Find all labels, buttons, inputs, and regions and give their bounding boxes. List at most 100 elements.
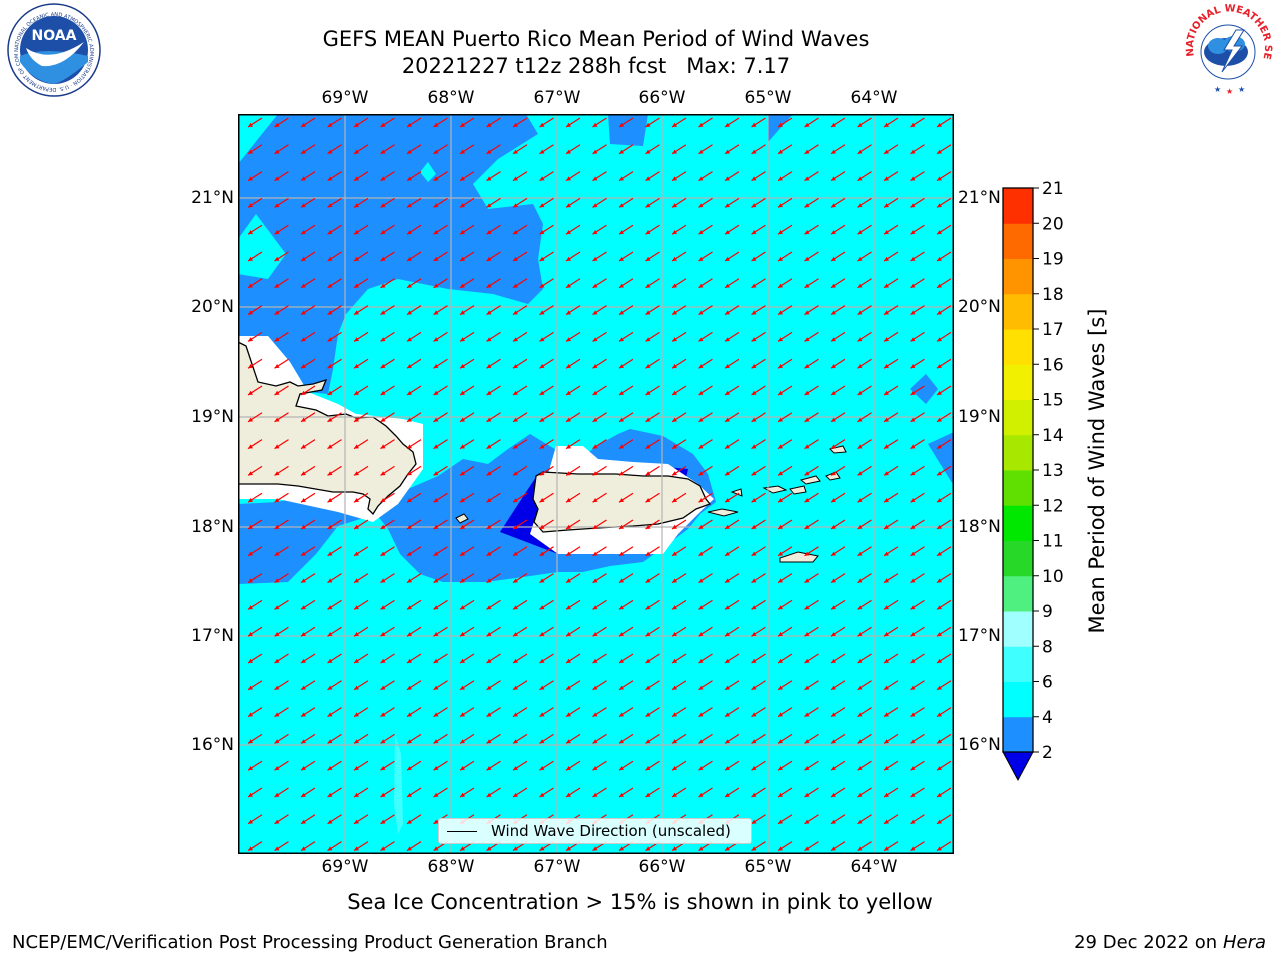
wind-wave-arrowhead bbox=[910, 283, 916, 288]
wind-wave-arrowhead bbox=[672, 578, 677, 583]
legend-label: Wind Wave Direction (unscaled) bbox=[491, 822, 731, 840]
wind-wave-arrowhead bbox=[354, 203, 359, 208]
wind-wave-arrowhead bbox=[513, 390, 518, 395]
wind-wave-arrowhead bbox=[433, 122, 439, 127]
wind-wave-arrowhead bbox=[725, 390, 730, 395]
wind-wave-arrowhead bbox=[857, 712, 863, 717]
wind-wave-arrowhead bbox=[513, 685, 518, 690]
wind-wave-arrowhead bbox=[645, 524, 651, 529]
wind-wave-arrowhead bbox=[725, 256, 730, 261]
wind-wave-arrowhead bbox=[645, 122, 651, 127]
wind-wave-arrowhead bbox=[645, 498, 651, 503]
wind-wave-arrowhead bbox=[486, 310, 492, 315]
wind-wave-arrowhead bbox=[910, 176, 916, 181]
wind-wave-arrowhead bbox=[831, 149, 836, 154]
wind-wave-arrowhead bbox=[513, 551, 518, 556]
wind-wave-arrowhead bbox=[354, 792, 359, 797]
wind-wave-arrowhead bbox=[937, 605, 942, 610]
wind-wave-arrowhead bbox=[619, 417, 624, 422]
wind-wave-arrowhead bbox=[831, 605, 836, 610]
wind-wave-arrowhead bbox=[857, 337, 863, 342]
wind-wave-arrowhead bbox=[301, 310, 306, 315]
wind-wave-arrowhead bbox=[354, 685, 359, 690]
wind-wave-arrowhead bbox=[460, 658, 465, 663]
wind-wave-arrowhead bbox=[910, 203, 916, 208]
wind-wave-arrowhead bbox=[884, 605, 889, 610]
wind-wave-arrowhead bbox=[778, 283, 783, 288]
wind-wave-arrowhead bbox=[486, 149, 492, 154]
wind-wave-arrowhead bbox=[751, 632, 757, 637]
wind-wave-arrowhead bbox=[672, 739, 677, 744]
wind-wave-arrowhead bbox=[380, 578, 386, 583]
wind-wave-arrowhead bbox=[380, 819, 386, 824]
wind-wave-arrowhead bbox=[645, 149, 651, 154]
wind-wave-arrowhead bbox=[460, 444, 465, 449]
wind-wave-arrowhead bbox=[592, 337, 598, 342]
wind-wave-arrowhead bbox=[539, 739, 545, 744]
wind-wave-arrowhead bbox=[592, 524, 598, 529]
wind-wave-arrowhead bbox=[539, 846, 545, 851]
wind-wave-arrowhead bbox=[380, 632, 386, 637]
wind-wave-arrowhead bbox=[327, 256, 333, 261]
wind-wave-arrowhead bbox=[751, 551, 757, 556]
wind-wave-arrowhead bbox=[248, 149, 253, 154]
wind-wave-arrowhead bbox=[380, 283, 386, 288]
wind-wave-arrowhead bbox=[513, 149, 518, 154]
wind-wave-arrowhead bbox=[751, 819, 757, 824]
wind-wave-arrowhead bbox=[884, 551, 889, 556]
wind-wave-arrowhead bbox=[778, 444, 783, 449]
wind-wave-arrowhead bbox=[486, 364, 492, 369]
colorbar-tick-label: 12 bbox=[1042, 496, 1064, 516]
wind-wave-arrowhead bbox=[274, 417, 280, 422]
wind-wave-arrowhead bbox=[725, 846, 730, 851]
wind-wave-arrowhead bbox=[857, 364, 863, 369]
wind-wave-arrowhead bbox=[354, 230, 359, 235]
wind-wave-arrowhead bbox=[804, 310, 810, 315]
wind-wave-arrowhead bbox=[857, 658, 863, 663]
wind-wave-arrowhead bbox=[486, 203, 492, 208]
wind-wave-arrowhead bbox=[301, 364, 306, 369]
wind-wave-arrowhead bbox=[672, 283, 677, 288]
wind-wave-arrowhead bbox=[539, 471, 545, 476]
wind-wave-arrowhead bbox=[751, 283, 757, 288]
wind-wave-arrowhead bbox=[513, 739, 518, 744]
wind-wave-arrowhead bbox=[513, 230, 518, 235]
wind-wave-arrowhead bbox=[433, 364, 439, 369]
wind-wave-arrowhead bbox=[778, 498, 783, 503]
wind-wave-arrowhead bbox=[725, 283, 730, 288]
wind-wave-arrowhead bbox=[937, 337, 942, 342]
wind-wave-arrowhead bbox=[274, 792, 280, 797]
colorbar-box bbox=[1003, 188, 1033, 224]
wind-wave-arrowhead bbox=[513, 846, 518, 851]
colorbar-tick-label: 11 bbox=[1042, 532, 1064, 552]
wind-wave-arrowhead bbox=[486, 498, 492, 503]
wind-wave-arrowhead bbox=[327, 766, 333, 771]
wind-wave-arrowhead bbox=[513, 524, 518, 529]
wind-wave-arrowhead bbox=[937, 256, 942, 261]
wind-wave-arrowhead bbox=[274, 685, 280, 690]
wind-wave-arrowhead bbox=[751, 310, 757, 315]
wind-wave-arrowhead bbox=[778, 766, 783, 771]
wind-wave-arrowhead bbox=[380, 176, 386, 181]
wind-wave-arrowhead bbox=[831, 632, 836, 637]
wind-wave-arrowhead bbox=[486, 846, 492, 851]
wind-wave-arrowhead bbox=[274, 337, 280, 342]
wind-wave-arrowhead bbox=[539, 310, 545, 315]
wind-wave-arrowhead bbox=[301, 203, 306, 208]
wind-wave-arrowhead bbox=[884, 364, 889, 369]
wind-wave-arrowhead bbox=[380, 390, 386, 395]
wind-wave-arrowhead bbox=[433, 176, 439, 181]
wind-wave-arrowhead bbox=[831, 819, 836, 824]
wind-wave-arrowhead bbox=[592, 766, 598, 771]
wind-wave-arrowhead bbox=[857, 471, 863, 476]
wind-wave-arrowhead bbox=[672, 417, 677, 422]
wind-wave-arrowhead bbox=[327, 364, 333, 369]
lon-label-top: 69°W bbox=[321, 88, 369, 108]
wind-wave-arrowhead bbox=[460, 471, 465, 476]
wind-wave-arrowhead bbox=[804, 578, 810, 583]
wind-wave-arrowhead bbox=[566, 605, 571, 610]
colorbar-box bbox=[1003, 470, 1033, 506]
wind-wave-arrowhead bbox=[592, 203, 598, 208]
lon-label-top: 67°W bbox=[533, 88, 581, 108]
colorbar-ticks: 2 4 6 8 9 10 11 12 13 14 15 16 17 18 19 20 21 bbox=[1033, 180, 1064, 763]
